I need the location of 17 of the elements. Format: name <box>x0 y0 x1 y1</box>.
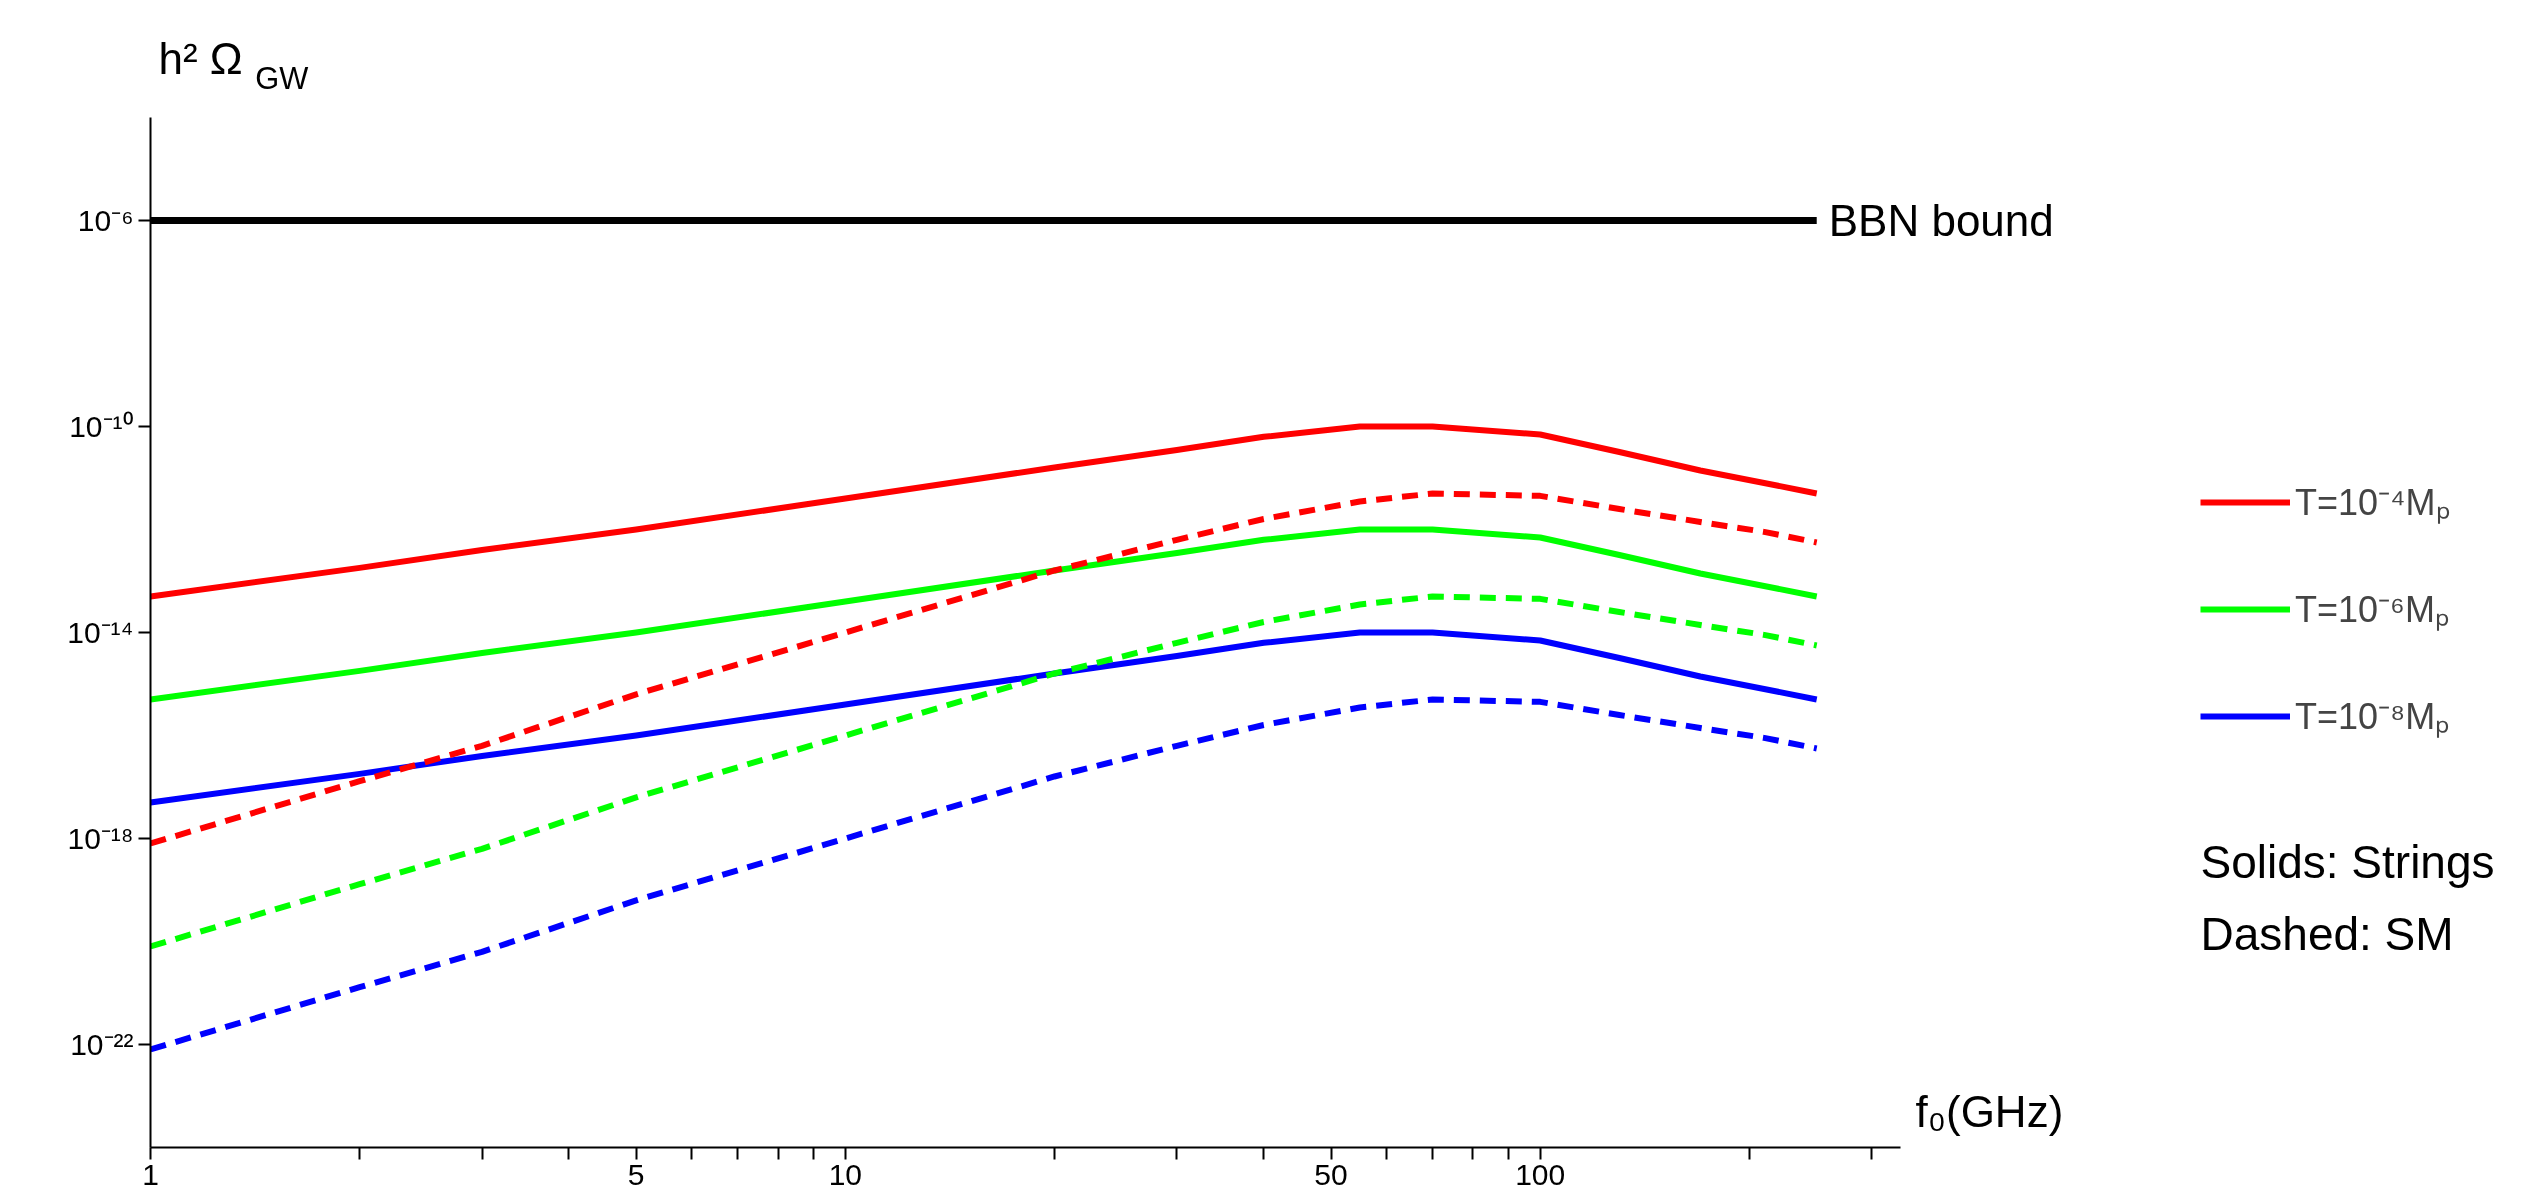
x-tick-label: 50 <box>1314 1157 1348 1191</box>
x-axis-title: f₀(GHz) <box>1915 1086 2064 1136</box>
x-tick-label: 5 <box>627 1157 645 1191</box>
text: Solids: Strings <box>2200 835 2495 888</box>
x-tick-label: 1 <box>142 1157 159 1191</box>
y-tick-label: 10⁻¹⁴ <box>67 616 134 649</box>
ref-line-label: BBN bound <box>1828 196 2054 245</box>
y-tick-label: 10⁻²² <box>70 1028 134 1061</box>
text: Dashed: SM <box>2200 907 2454 960</box>
legend-label: T=10⁻⁸Mₚ <box>2295 695 2450 740</box>
y-tick-label: 10⁻⁶ <box>77 204 134 237</box>
y-tick-label: 10⁻¹⁰ <box>69 410 134 443</box>
y-tick-label: 10⁻¹⁸ <box>67 822 134 855</box>
x-tick-label: 10 <box>828 1157 863 1191</box>
legend-label: T=10⁻⁶Mₚ <box>2295 588 2449 633</box>
legend-label: T=10⁻⁴Mₚ <box>2295 481 2450 526</box>
x-tick-label: 100 <box>1515 1157 1566 1191</box>
